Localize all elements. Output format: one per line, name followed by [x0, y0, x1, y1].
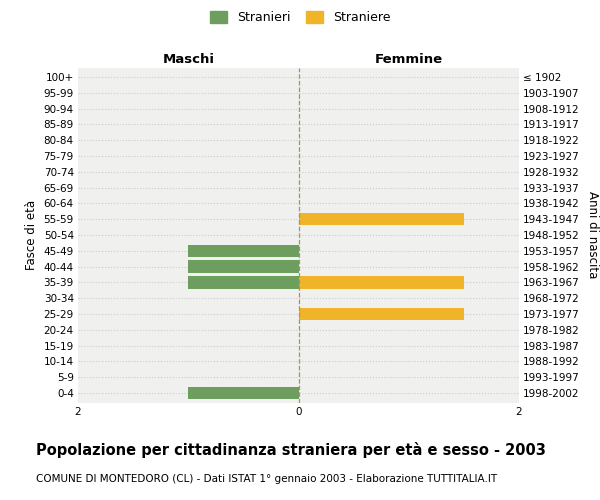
Bar [299, 213, 464, 226]
Text: Femmine: Femmine [374, 53, 443, 66]
Bar [299, 276, 464, 288]
Bar [188, 276, 299, 288]
Bar [188, 260, 299, 273]
Text: Popolazione per cittadinanza straniera per età e sesso - 2003: Popolazione per cittadinanza straniera p… [36, 442, 546, 458]
Legend: Stranieri, Straniere: Stranieri, Straniere [207, 8, 393, 26]
Bar [188, 244, 299, 257]
Bar [299, 308, 464, 320]
Y-axis label: Anni di nascita: Anni di nascita [586, 192, 599, 278]
Bar [188, 387, 299, 399]
Text: Maschi: Maschi [162, 53, 214, 66]
Text: COMUNE DI MONTEDORO (CL) - Dati ISTAT 1° gennaio 2003 - Elaborazione TUTTITALIA.: COMUNE DI MONTEDORO (CL) - Dati ISTAT 1°… [36, 474, 497, 484]
Y-axis label: Fasce di età: Fasce di età [25, 200, 38, 270]
